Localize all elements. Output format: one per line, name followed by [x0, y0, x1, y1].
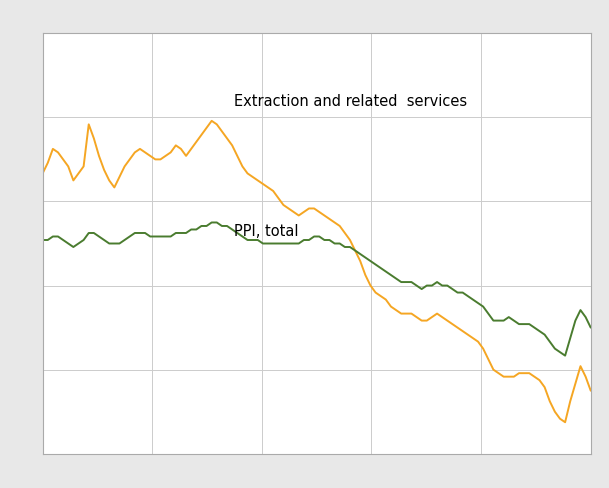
Text: Extraction and related  services: Extraction and related services — [234, 94, 468, 108]
Text: PPI, total: PPI, total — [234, 224, 299, 239]
